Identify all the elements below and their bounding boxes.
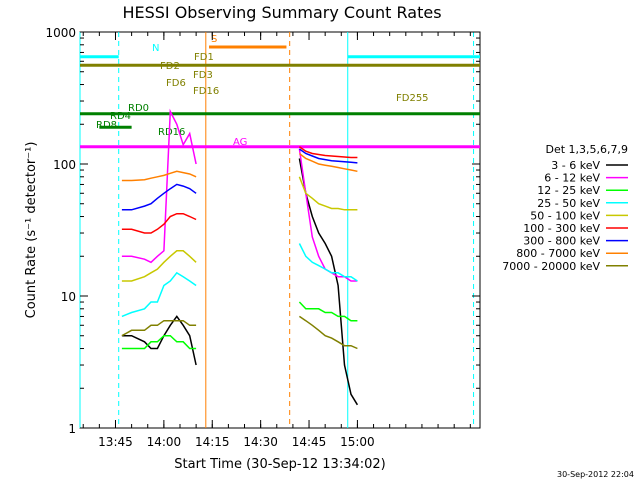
flag-label: FD255: [396, 93, 429, 104]
series-line: [121, 212, 197, 234]
legend-label: 300 - 800 keV: [523, 235, 600, 248]
flag-label: FD3: [193, 70, 213, 81]
flag-label: FD16: [193, 86, 219, 97]
series-line: [298, 301, 358, 322]
y-axis-label: Count Rate (s⁻¹ detector⁻¹): [24, 142, 39, 319]
legend-label: 50 - 100 keV: [530, 209, 600, 222]
series-line: [121, 183, 197, 211]
series-line: [298, 315, 358, 350]
series-line: [298, 152, 358, 173]
footer-timestamp: 30-Sep-2012 22:04: [557, 470, 634, 479]
legend-label: 7000 - 20000 keV: [502, 260, 600, 273]
x-tick-label: 14:30: [243, 435, 278, 449]
legend-label: 800 - 7000 keV: [516, 247, 600, 260]
flag-label: FD2: [160, 61, 180, 72]
flag-label: FD6: [166, 78, 186, 89]
x-axis-label: Start Time (30-Sep-12 13:34:02): [174, 457, 385, 472]
series-line: [298, 176, 358, 211]
flag-label: RD4: [110, 111, 131, 122]
flag-label: S: [211, 34, 217, 45]
y-tick-label: 1000: [45, 26, 76, 40]
chart-title: HESSI Observing Summary Count Rates: [122, 3, 441, 22]
y-tick-label: 100: [53, 158, 76, 172]
x-tick-label: 13:45: [98, 435, 133, 449]
series-line: [121, 334, 197, 350]
x-tick-label: 14:45: [292, 435, 327, 449]
legend-label: 3 - 6 keV: [551, 159, 600, 172]
series-line: [298, 243, 358, 282]
legend-label: 100 - 300 keV: [523, 222, 600, 235]
flag-label: RD0: [128, 103, 149, 114]
flag-label: N: [152, 43, 159, 54]
legend-label: 12 - 25 keV: [537, 184, 600, 197]
series-line: [298, 158, 359, 406]
legend-label: 6 - 12 keV: [544, 172, 600, 185]
x-tick-label: 15:00: [340, 435, 375, 449]
y-tick-label: 10: [61, 290, 76, 304]
flag-label: FD1: [194, 52, 214, 63]
flag-label: AG: [233, 137, 247, 148]
series-line: [121, 271, 197, 318]
flag-label: RD8: [96, 120, 117, 131]
legend-label: 25 - 50 keV: [537, 197, 600, 210]
x-tick-label: 14:15: [195, 435, 230, 449]
series-line: [298, 146, 358, 159]
series-line: [121, 170, 197, 182]
series-line: [121, 250, 197, 282]
y-tick-label: 1: [68, 422, 76, 436]
series-line: [121, 108, 197, 264]
series-line: [121, 319, 197, 337]
series-line: [298, 148, 358, 164]
legend-title: Det 1,3,5,6,7,9: [545, 143, 628, 156]
flag-label: RD16: [158, 127, 185, 138]
x-tick-label: 14:00: [147, 435, 182, 449]
